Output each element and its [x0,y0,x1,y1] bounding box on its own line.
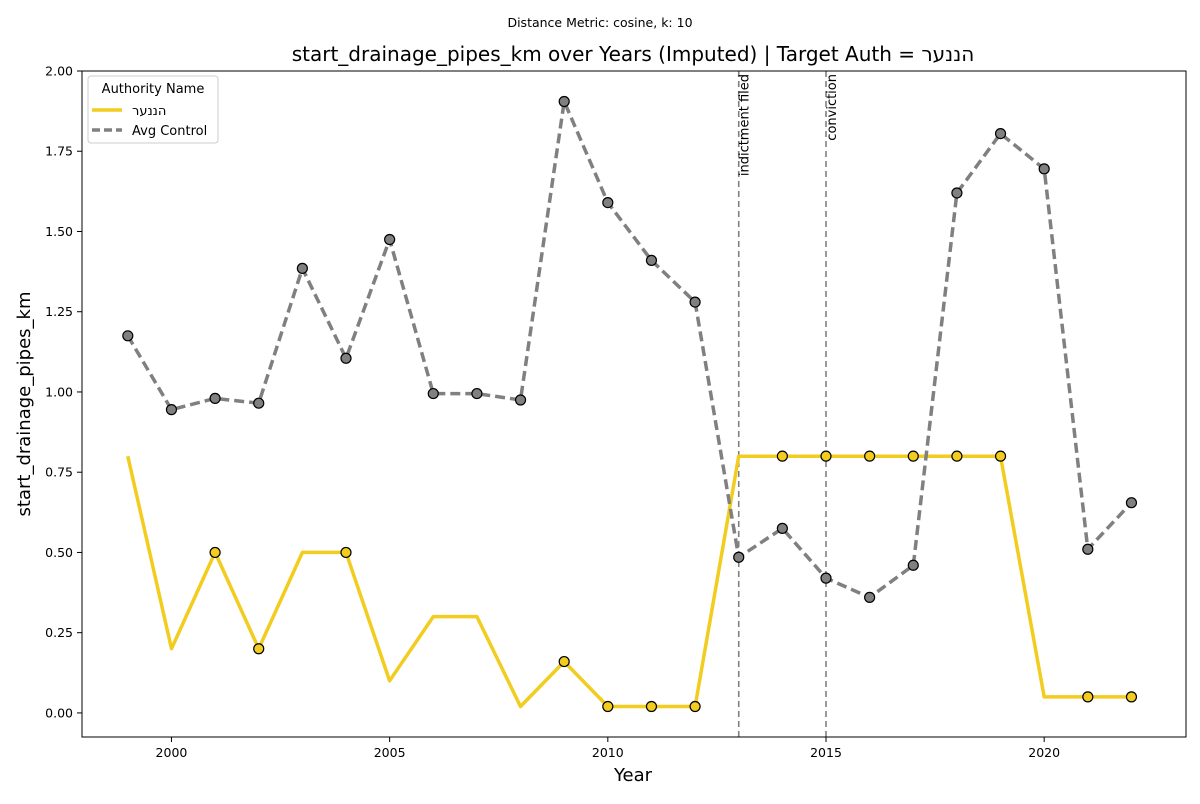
data-point [1125,691,1138,703]
data-point [689,700,701,713]
data-point [951,187,963,199]
y-tick-label: 2.00 [45,64,73,79]
chart-title: start_drainage_pipes_km over Years (Impu… [292,42,975,66]
plot-frame [81,70,1187,738]
axes-layer: 2000 2005 2010 2015 2020 0.00 0.25 0.50 0.75 1.00… [45,64,1187,760]
data-point [602,196,614,209]
data-point [165,404,178,416]
data-point [427,387,439,400]
data-point [253,397,265,409]
data-point [340,546,352,559]
data-point [340,352,352,364]
y-tick-label: 0.00 [45,705,73,720]
data-point [776,450,788,462]
x-tick-label: 2020 [1028,745,1060,760]
data-point [1038,163,1050,175]
data-point [864,591,876,603]
data-point [1082,543,1094,555]
data-point [645,254,658,266]
data-point [820,450,832,462]
data-point [1125,497,1138,509]
data-point [689,296,701,308]
data-point [253,643,265,655]
y-tick-label: 1.75 [45,144,73,159]
x-tick-label: 2010 [592,745,624,760]
data-point [384,233,396,246]
data-point [514,394,527,406]
data-point [994,450,1007,462]
legend-label-control: Avg Control [132,124,207,139]
data-point [776,522,788,534]
y-tick-label: 1.00 [45,384,73,399]
data-point [296,262,308,274]
annotation-label: conviction [825,74,840,141]
y-tick-label: 0.75 [45,465,73,480]
data-point [471,387,483,400]
x-tick-label: 2015 [810,745,842,760]
legend-label-target: הננער [132,104,166,119]
data-point [1082,691,1094,703]
data-point [558,655,570,668]
x-tick-label: 2005 [374,745,406,760]
x-tick-label: 2000 [156,745,188,760]
series-line-0 [126,454,1132,709]
data-point [994,127,1007,140]
y-tick-label: 1.50 [45,224,73,239]
data-point [951,450,963,462]
annotation-label: indictment filed [738,74,753,176]
annotations-layer: indictment filed conviction [738,71,840,737]
data-point [907,559,919,571]
data-point [558,95,570,108]
series-layer [122,95,1138,713]
data-point [602,700,614,713]
y-tick-label: 1.25 [45,304,73,319]
data-point [209,392,221,404]
legend-title: Authority Name [102,82,205,97]
x-axis-label: Year [613,765,653,786]
chart-suptitle: Distance Metric: cosine, k: 10 [507,15,692,30]
data-point [864,450,876,462]
legend-box [87,75,219,144]
series-line-1 [126,99,1133,600]
y-tick-label: 0.50 [45,545,73,560]
legend: Authority Name הננער Avg Control [87,75,219,144]
y-axis-label: start_drainage_pipes_km [14,292,35,517]
y-tick-label: 0.25 [45,625,73,640]
data-point [907,450,919,462]
data-point [820,572,832,584]
data-point [733,551,745,563]
data-point [209,546,221,559]
data-point [645,700,658,713]
data-point [122,330,134,342]
